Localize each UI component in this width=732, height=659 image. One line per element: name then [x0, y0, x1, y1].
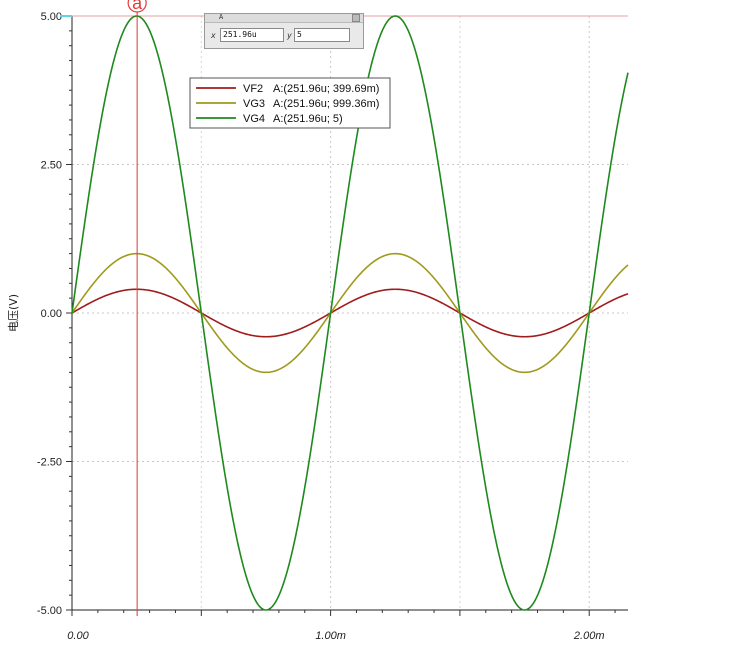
legend[interactable]: VF2 A:(251.96u; 399.69m) VG3 A:(251.96u; 99… [189, 77, 391, 129]
series-line-vg3 [71, 252, 629, 374]
readout-y-field[interactable]: 5 [294, 28, 350, 42]
y-tick-label: 2.50 [41, 160, 62, 172]
readout-y-label: y [287, 31, 292, 40]
cursor-handle [127, 0, 147, 13]
y-tick-label: -2.50 [37, 457, 62, 469]
legend-name-vg4: VG4 [243, 113, 265, 125]
series-line-vf2 [71, 288, 629, 338]
readout-title: A [219, 13, 224, 21]
x-tick-label: 0.00 [67, 630, 89, 642]
y-tick-label: -5.00 [37, 605, 62, 617]
readout-close-icon[interactable] [352, 14, 360, 22]
readout-x-field[interactable]: 251.96u [220, 28, 284, 42]
cursor-label: a [132, 0, 143, 13]
cursor-a[interactable]: a [127, 0, 147, 616]
legend-name-vg3: VG3 [243, 98, 265, 110]
legend-readout-vg4: A:(251.96u; 5) [273, 113, 343, 125]
legend-name-vf2: VF2 [243, 83, 263, 95]
readout-title-bar[interactable] [205, 14, 363, 23]
legend-readout-vg3: A:(251.96u; 999.36m) [273, 98, 379, 110]
cursor-readout-panel[interactable]: A x 251.96u y 5 [204, 13, 364, 49]
series-group [71, 15, 629, 611]
readout-x-label: x [211, 31, 216, 40]
y-tick-label: 0.00 [41, 308, 62, 320]
legend-readout-vf2: A:(251.96u; 399.69m) [273, 83, 379, 95]
y-tick-label: 5.00 [41, 11, 62, 23]
y-axis-label: 电压(V) [7, 294, 20, 332]
x-tick-label: 1.00m [315, 630, 346, 642]
series-line-vg4 [71, 15, 629, 611]
x-tick-label: 2.00m [573, 630, 605, 642]
